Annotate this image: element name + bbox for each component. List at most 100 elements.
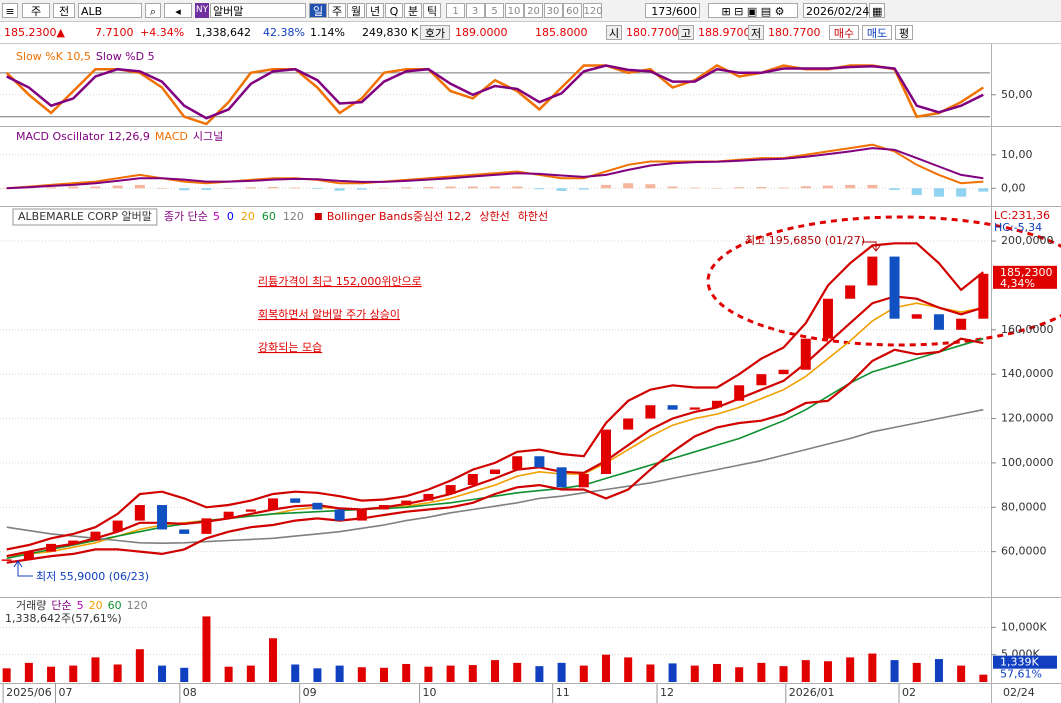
candle-body xyxy=(46,543,57,552)
volume-bar xyxy=(779,666,788,682)
volume-bar xyxy=(712,663,721,682)
y-tick-label: 50,00 xyxy=(1001,88,1033,101)
candle-body xyxy=(401,500,412,506)
oscillator-bar xyxy=(578,188,589,190)
toolbar-button[interactable]: 30 xyxy=(543,3,563,18)
toolbar-button[interactable]: 년 xyxy=(366,3,384,18)
volume-ratio: 42.38% xyxy=(263,26,305,39)
candle-body xyxy=(445,485,456,494)
change-pct: +4.34% xyxy=(140,26,185,39)
volume-bar xyxy=(335,665,344,682)
oscillator-bar xyxy=(734,187,745,189)
sell-button[interactable]: 매도 xyxy=(862,25,892,40)
toolbar-button[interactable]: 3 xyxy=(465,3,485,18)
symbol-input[interactable]: ALB xyxy=(78,3,142,18)
candle-body xyxy=(223,511,234,519)
legend-entry: 120 xyxy=(127,599,148,612)
volume-bar xyxy=(402,663,411,682)
toolbar-button[interactable]: 5 xyxy=(485,3,504,18)
x-tick-label: 10 xyxy=(423,686,437,699)
volume-bar xyxy=(646,664,655,682)
candle-body xyxy=(956,318,967,330)
oscillator-bar xyxy=(956,188,967,197)
candle-body xyxy=(756,374,767,386)
toolbar-button[interactable]: 일 xyxy=(309,3,327,18)
toolbar-button[interactable]: 10 xyxy=(504,3,524,18)
calendar-icon[interactable]: ▦ xyxy=(869,3,885,18)
toolbar-button[interactable]: 틱 xyxy=(423,3,441,18)
open-label: 시 xyxy=(606,25,622,40)
volume-tag-value: 1,339K xyxy=(1000,656,1039,669)
toolbar-button[interactable]: 20 xyxy=(524,3,543,18)
candle-body xyxy=(334,509,345,521)
toolbar-button[interactable]: Q xyxy=(385,3,403,18)
legend-entry: 0 xyxy=(227,210,234,223)
oscillator-bar xyxy=(179,188,190,191)
volume-bar xyxy=(912,662,921,682)
candle-body xyxy=(179,529,190,534)
tool-icons[interactable]: ⊞ ⊟ ▣ ▤ ⚙ xyxy=(708,3,798,18)
toolbar-button[interactable]: 주 xyxy=(328,3,346,18)
high-note: 최고 195,6850 (01/27) xyxy=(745,234,865,247)
legend-entry: 종가 단순 xyxy=(164,210,208,223)
candle-body xyxy=(112,520,123,532)
price-tag-pct: 4,34% xyxy=(1000,277,1035,290)
volume-bar xyxy=(735,667,744,682)
volume-bar xyxy=(801,660,810,682)
chart-title: ALBEMARLE CORP 알버말 xyxy=(18,209,152,223)
volume-bar xyxy=(690,665,699,682)
toolbar-button[interactable]: 분 xyxy=(404,3,422,18)
y-tick-label: 140,0000 xyxy=(1001,367,1054,380)
candle-body xyxy=(90,531,101,541)
candle-body xyxy=(68,540,79,544)
candle-body xyxy=(822,298,833,339)
buy-button[interactable]: 매수 xyxy=(829,25,859,40)
candle-body xyxy=(268,498,279,510)
x-tick-label: 02 xyxy=(902,686,916,699)
oscillator-bar xyxy=(800,186,811,189)
volume-bar xyxy=(47,666,56,682)
menu-icon[interactable]: ≡ xyxy=(2,3,18,18)
candle-body xyxy=(512,456,523,470)
series-line xyxy=(6,147,984,190)
oscillator-bar xyxy=(889,188,900,190)
oscillator-bar xyxy=(401,187,412,189)
avg-button[interactable]: 평 xyxy=(895,25,913,40)
volume-bar xyxy=(601,654,610,682)
candle-body xyxy=(1,559,12,561)
oscillator-bar xyxy=(689,187,700,189)
volume-bar xyxy=(180,667,189,682)
bid: 189.0000 xyxy=(455,26,508,39)
oscillator-bar xyxy=(157,188,168,189)
market-select[interactable]: 주 xyxy=(22,3,50,18)
toolbar-button[interactable]: 60 xyxy=(563,3,582,18)
sound-icon[interactable]: ◂ xyxy=(164,3,192,18)
legend-entry: Bollinger Bands중심선 12,2 xyxy=(327,210,472,223)
toolbar-button[interactable]: 1 xyxy=(446,3,465,18)
last-date: 02/24 xyxy=(1003,686,1035,699)
count-input[interactable]: 173/600 xyxy=(645,3,700,18)
volume-bar xyxy=(380,667,389,682)
volume-bar xyxy=(579,665,588,682)
legend-entry: 하한선 xyxy=(518,209,548,223)
series-line xyxy=(6,337,984,564)
name-input[interactable]: 알버말 xyxy=(210,3,306,18)
legend-entry: 60 xyxy=(262,210,276,223)
amount: 249,830 K xyxy=(362,26,419,39)
date-input[interactable]: 2026/02/24 xyxy=(803,3,869,18)
toolbar-button[interactable]: 120 xyxy=(582,3,603,18)
toolbar-button[interactable]: 월 xyxy=(347,3,365,18)
x-tick-label: 12 xyxy=(660,686,674,699)
volume-bar xyxy=(624,657,633,682)
highlight-ellipse xyxy=(706,215,1061,347)
search-icon[interactable]: ⌕ xyxy=(145,3,161,18)
volume-bar xyxy=(446,665,455,682)
legend-entry: 60 xyxy=(108,599,122,612)
mode-select[interactable]: 전 xyxy=(53,3,75,18)
volume-bar xyxy=(113,664,122,682)
turnover: 1.14% xyxy=(310,26,345,39)
candle-body xyxy=(867,256,878,286)
low: 180.7700 xyxy=(768,26,821,39)
y-tick-label: 120,0000 xyxy=(1001,412,1054,425)
